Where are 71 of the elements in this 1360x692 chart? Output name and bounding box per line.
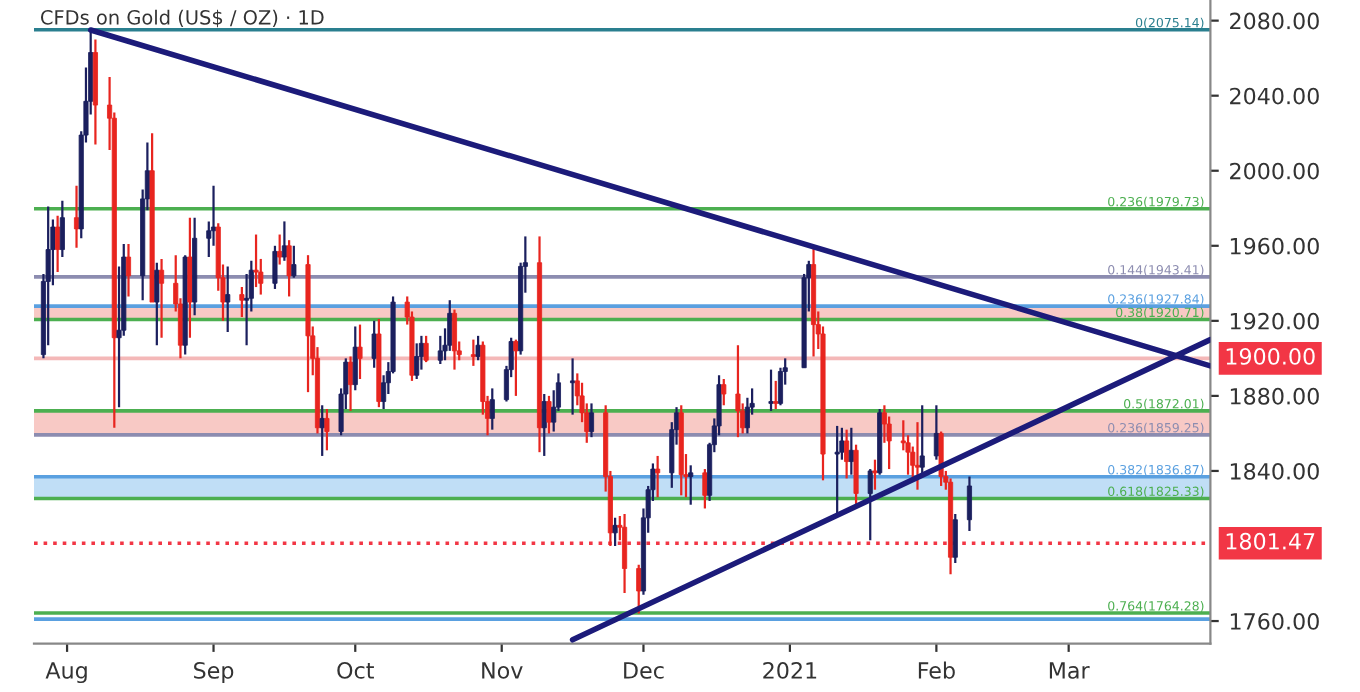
candlestick — [914, 421, 921, 491]
candlestick — [844, 428, 850, 480]
candlestick — [688, 464, 694, 506]
y-tick-label: 1960.00 — [1230, 237, 1319, 255]
x-tick-label: Mar — [1049, 662, 1090, 679]
candlestick — [513, 338, 519, 397]
candlestick — [622, 512, 628, 595]
candlestick — [55, 214, 61, 274]
candlestick — [187, 216, 193, 339]
candlestick — [489, 387, 495, 431]
candlestick — [768, 368, 774, 413]
y-tick-label: 2080.00 — [1230, 12, 1319, 30]
candlestick — [952, 512, 958, 564]
candlestick — [437, 334, 443, 366]
candlestick — [447, 299, 453, 352]
candlestick — [777, 366, 784, 407]
x-tick-label: Aug — [45, 662, 87, 684]
y-tick-label: 1920.00 — [1230, 312, 1319, 330]
candlestick — [125, 242, 132, 298]
candlestick — [867, 467, 873, 542]
y-tick-label: 2040.00 — [1230, 87, 1319, 105]
candlestick — [744, 396, 750, 435]
candlestick — [470, 338, 476, 367]
candlestick — [721, 377, 727, 407]
candlestick — [636, 563, 642, 615]
y-tick-label: 1880.00 — [1230, 387, 1319, 405]
candlestick — [834, 424, 840, 516]
candlestick — [872, 458, 878, 491]
candlestick — [371, 319, 377, 369]
candlestick — [541, 392, 547, 458]
candlestick — [451, 308, 458, 371]
candlestick — [291, 244, 297, 279]
candlestick — [735, 344, 741, 439]
candlestick — [570, 357, 576, 416]
candlestick — [253, 233, 259, 289]
candlestick — [239, 285, 245, 319]
chart-title: CFDs on Gold (US$ / OZ) · 1D — [40, 9, 324, 28]
candlestick — [352, 325, 358, 392]
candlestick — [546, 394, 552, 435]
candlestick — [612, 516, 618, 548]
x-tick-label: Dec — [624, 662, 664, 679]
candlestick — [277, 233, 283, 266]
annotation: 1900.00 — [1226, 348, 1315, 365]
candlestick — [702, 467, 708, 510]
candlestick — [286, 239, 292, 298]
y-tick-label: 1760.00 — [1230, 612, 1319, 630]
candlestick — [59, 199, 65, 259]
candlestick — [357, 323, 363, 381]
candlestick — [966, 475, 972, 533]
candlestick — [655, 454, 661, 499]
y-tick-label: 2000.00 — [1230, 162, 1319, 180]
candlestick — [919, 404, 925, 476]
candlestick — [159, 257, 165, 339]
candlestick — [773, 379, 779, 411]
candlestick — [154, 261, 160, 347]
x-tick-label: Oct — [337, 662, 374, 679]
x-tick-label: Sep — [194, 662, 234, 684]
candlestick — [324, 407, 330, 452]
candlestick — [475, 334, 481, 362]
candlestick — [414, 342, 420, 381]
candlestick — [272, 244, 278, 291]
candlestick — [588, 402, 595, 439]
x-tick-label: Feb — [918, 661, 955, 679]
candlestick — [319, 404, 325, 458]
candlestick — [423, 334, 429, 364]
y-tick-label: 1840.00 — [1230, 462, 1319, 480]
x-tick-label: 2021 — [763, 662, 817, 679]
candlestick — [225, 265, 231, 334]
x-tick-label: Nov — [482, 662, 523, 679]
candlestick — [853, 443, 859, 506]
annotation: 1801.47 — [1226, 532, 1315, 550]
